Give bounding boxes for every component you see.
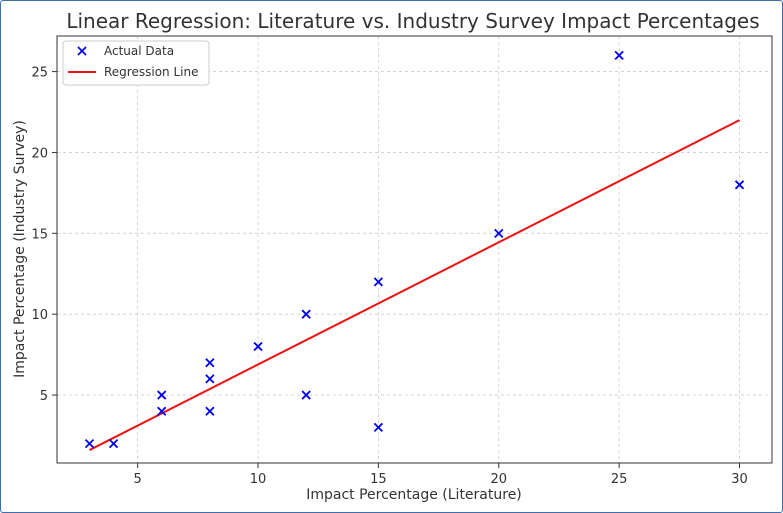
x-axis-label: Impact Percentage (Literature) bbox=[306, 487, 522, 503]
regression-line-layer bbox=[89, 119, 740, 451]
legend-label-actual-data: Actual Data bbox=[104, 44, 174, 58]
data-points bbox=[84, 50, 745, 449]
axis-ticks: 5 10 15 20 25 30 5 10 15 20 25 bbox=[31, 66, 747, 487]
data-point-9 bbox=[301, 390, 311, 400]
chart-title: Linear Regression: Literature vs. Indust… bbox=[66, 9, 759, 33]
data-point-4 bbox=[205, 358, 215, 368]
data-point-3 bbox=[157, 406, 167, 416]
data-point-10 bbox=[373, 277, 384, 287]
data-point-5 bbox=[205, 374, 215, 384]
x-tick-label-15: 15 bbox=[370, 472, 387, 487]
y-tick-label-5: 5 bbox=[40, 389, 48, 404]
data-point-8 bbox=[301, 309, 311, 319]
data-point-12 bbox=[494, 228, 504, 238]
legend-label-regression-line: Regression Line bbox=[104, 65, 198, 79]
data-point-1 bbox=[108, 438, 119, 449]
regression-line bbox=[89, 119, 740, 451]
legend: Actual Data Regression Line bbox=[62, 40, 210, 86]
legend-marker-actual-data bbox=[77, 46, 87, 56]
y-tick-label-10: 10 bbox=[31, 308, 48, 323]
data-point-2 bbox=[157, 390, 167, 400]
data-point-6 bbox=[205, 406, 215, 416]
x-tick-label-10: 10 bbox=[250, 472, 267, 487]
plot-area-border bbox=[56, 35, 773, 464]
data-point-0 bbox=[84, 438, 95, 449]
data-point-7 bbox=[253, 341, 263, 352]
x-tick-label-30: 30 bbox=[731, 472, 748, 487]
data-point-13 bbox=[614, 50, 624, 61]
data-point-11 bbox=[373, 422, 384, 433]
y-tick-label-15: 15 bbox=[31, 227, 48, 242]
legend-box bbox=[62, 40, 210, 86]
data-point-14 bbox=[734, 180, 745, 190]
x-tick-label-20: 20 bbox=[490, 472, 507, 487]
grid bbox=[57, 36, 772, 463]
y-axis-label: Impact Percentage (Industry Survey) bbox=[12, 120, 28, 378]
y-tick-label-20: 20 bbox=[31, 146, 48, 161]
y-tick-label-25: 25 bbox=[31, 66, 48, 81]
x-tick-label-5: 5 bbox=[134, 472, 142, 487]
x-tick-label-25: 25 bbox=[611, 472, 628, 487]
